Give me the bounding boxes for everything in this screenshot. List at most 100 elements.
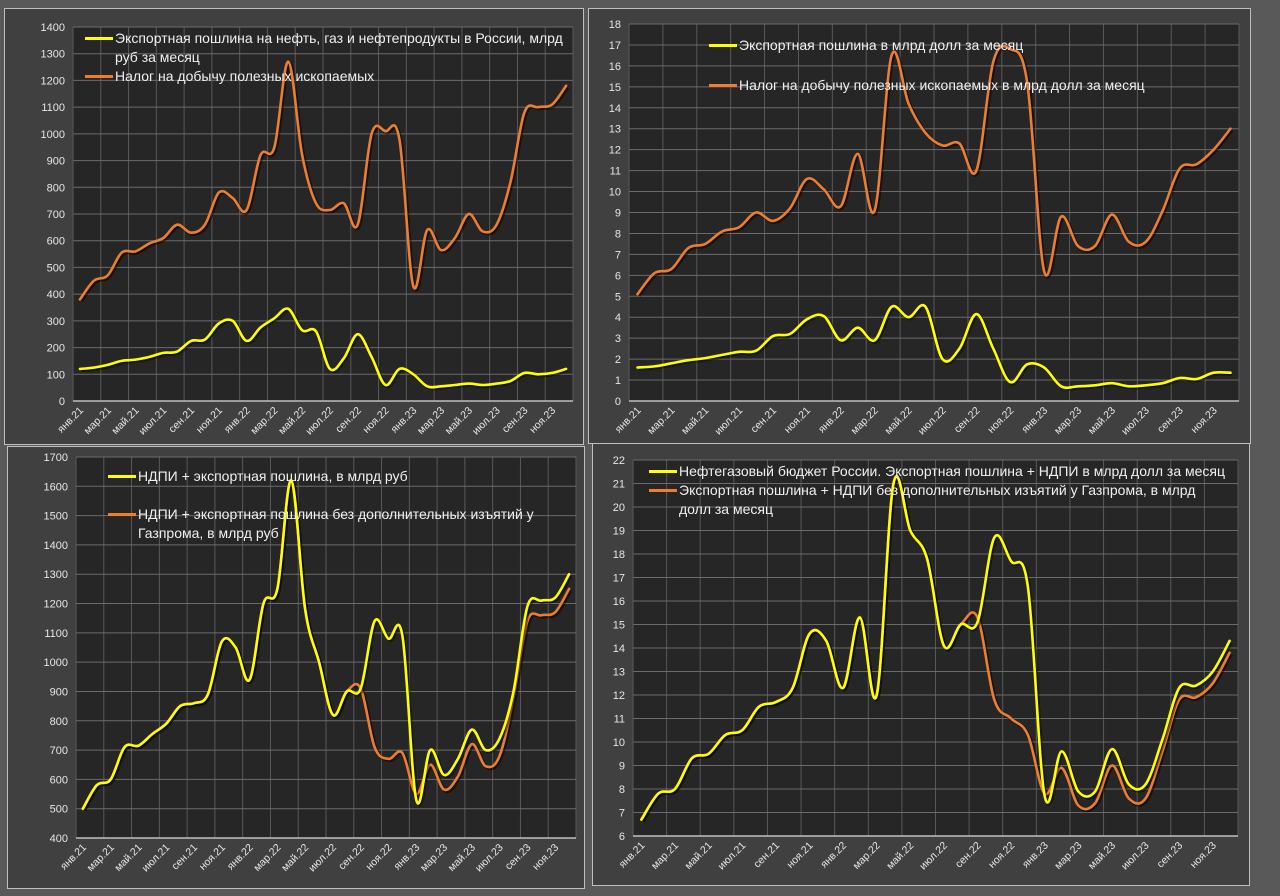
- data-point: [512, 690, 514, 692]
- data-point: [273, 146, 275, 148]
- data-point: [941, 358, 943, 360]
- data-point: [806, 318, 808, 320]
- chart-legend: НДПИ + экспортная пошлина, в млрд руб НД…: [108, 467, 568, 543]
- y-tick-label: 600: [50, 774, 68, 786]
- chart-legend: Экспортная пошлина на нефть, газ и нефте…: [85, 29, 575, 86]
- y-tick-label: 1000: [41, 129, 65, 141]
- data-point: [190, 232, 192, 234]
- legend-item: НДПИ + экспортная пошлина, в млрд руб: [108, 467, 568, 486]
- data-point: [1077, 385, 1079, 387]
- data-point: [343, 357, 345, 359]
- data-point: [1094, 384, 1096, 386]
- legend-item: Налог на добычу полезных ископаемых: [85, 67, 575, 86]
- data-point: [941, 144, 943, 146]
- data-point: [873, 339, 875, 341]
- y-tick-label: 2: [615, 354, 621, 366]
- data-point: [924, 132, 926, 134]
- data-point: [1145, 384, 1147, 386]
- legend-item: НДПИ + экспортная пошлина без дополнител…: [108, 505, 568, 543]
- data-point: [565, 368, 567, 370]
- data-point: [1144, 797, 1146, 799]
- x-tick-label: июл.23: [470, 405, 503, 438]
- y-tick-label: 600: [47, 236, 65, 248]
- data-point: [537, 373, 539, 375]
- y-tick-label: 19: [613, 526, 625, 538]
- data-point: [1111, 213, 1113, 215]
- data-point: [176, 223, 178, 225]
- data-point: [1010, 560, 1012, 562]
- data-point: [485, 765, 487, 767]
- data-point: [443, 788, 445, 790]
- x-tick-label: янв.22: [818, 840, 849, 871]
- data-point: [482, 384, 484, 386]
- data-point: [1060, 385, 1062, 387]
- x-tick-label: ноя.23: [527, 405, 558, 436]
- data-point: [387, 758, 389, 760]
- y-tick-label: 400: [50, 833, 68, 845]
- y-tick-label: 300: [47, 316, 65, 328]
- data-point: [1060, 750, 1062, 752]
- data-point: [315, 330, 317, 332]
- data-point: [443, 774, 445, 776]
- data-point: [1212, 372, 1214, 374]
- data-point: [704, 357, 706, 359]
- data-point: [287, 308, 289, 310]
- data-point: [540, 599, 542, 601]
- y-tick-label: 13: [613, 667, 625, 679]
- data-point: [123, 746, 125, 748]
- chart-panel-rub-duty-vs-ndpi: 0 100 200 300 400 500 600 700 800 900 1000 1100 1200…: [4, 8, 584, 445]
- x-tick-label: мар.21: [82, 405, 114, 437]
- data-point: [1077, 790, 1079, 792]
- data-point: [232, 320, 234, 322]
- data-point: [640, 818, 642, 820]
- data-point: [1027, 586, 1029, 588]
- data-point: [162, 352, 164, 354]
- y-tick-label: 8: [615, 228, 621, 240]
- legend-label: Налог на добычу полезных ископаемых в мл…: [739, 77, 1145, 93]
- data-point: [907, 316, 909, 318]
- data-point: [808, 633, 810, 635]
- x-tick-label: сен.21: [169, 842, 200, 873]
- data-point: [1128, 783, 1130, 785]
- y-tick-label: 4: [615, 312, 621, 324]
- data-point: [554, 611, 556, 613]
- data-point: [245, 340, 247, 342]
- y-tick-label: 12: [613, 690, 625, 702]
- data-point: [523, 372, 525, 374]
- data-point: [1229, 372, 1231, 374]
- x-tick-label: янв.23: [389, 405, 420, 436]
- y-tick-label: 14: [609, 103, 621, 115]
- y-tick-label: 500: [50, 804, 68, 816]
- data-point: [134, 358, 136, 360]
- x-tick-label: янв.23: [1019, 405, 1050, 436]
- data-point: [1212, 670, 1214, 672]
- x-tick-label: янв.21: [55, 405, 86, 436]
- data-point: [485, 749, 487, 751]
- y-tick-label: 1600: [44, 481, 68, 493]
- x-tick-label: июл.23: [1119, 405, 1152, 438]
- y-tick-label: 21: [613, 479, 625, 491]
- data-point: [134, 250, 136, 252]
- data-point: [218, 191, 220, 193]
- data-point: [755, 211, 757, 213]
- y-tick-label: 5: [615, 291, 621, 303]
- data-point: [1162, 209, 1164, 211]
- x-tick-label: май.23: [1086, 840, 1118, 872]
- data-point: [426, 385, 428, 387]
- data-point: [551, 372, 553, 374]
- data-point: [301, 329, 303, 331]
- data-point: [1111, 748, 1113, 750]
- data-point: [301, 154, 303, 156]
- series-line: [81, 479, 571, 810]
- x-tick-label: май.22: [276, 405, 308, 437]
- x-tick-label: ноя.23: [1188, 840, 1219, 871]
- data-point: [1145, 241, 1147, 243]
- data-point: [232, 197, 234, 199]
- data-point: [357, 333, 359, 335]
- series-line: [636, 303, 1232, 390]
- data-point: [176, 350, 178, 352]
- data-point: [943, 644, 945, 646]
- y-tick-label: 18: [613, 549, 625, 561]
- y-tick-label: 6: [615, 270, 621, 282]
- data-point: [789, 333, 791, 335]
